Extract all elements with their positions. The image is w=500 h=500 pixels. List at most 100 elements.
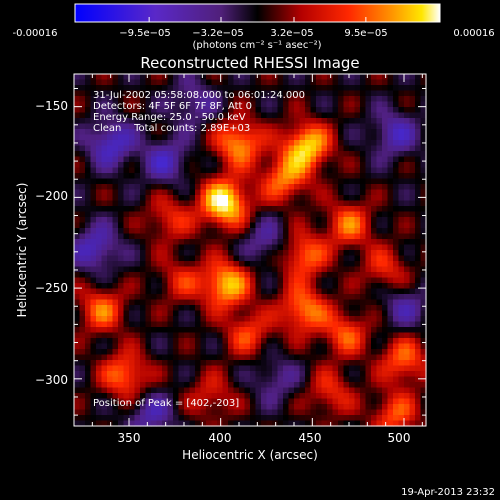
heatmap-cell <box>387 261 394 268</box>
heatmap-cell <box>283 85 290 92</box>
heatmap-cell <box>299 398 306 405</box>
heatmap-cell <box>371 233 378 240</box>
heatmap-cell <box>283 360 290 367</box>
heatmap-cell <box>299 167 306 174</box>
heatmap-cell <box>261 101 268 108</box>
heatmap-cell <box>299 228 306 235</box>
heatmap-cell <box>277 90 284 97</box>
heatmap-cell <box>393 387 400 394</box>
heatmap-cell <box>338 206 345 213</box>
heatmap-cell <box>409 217 416 224</box>
heatmap-cell <box>118 310 125 317</box>
heatmap-cell <box>266 382 273 389</box>
heatmap-cell <box>107 272 114 279</box>
heatmap-cell <box>129 360 136 367</box>
heatmap-cell <box>371 244 378 251</box>
heatmap-cell <box>283 310 290 317</box>
heatmap-cell <box>332 393 339 400</box>
heatmap-cell <box>134 332 141 339</box>
heatmap-cell <box>118 96 125 103</box>
heatmap-cell <box>239 376 246 383</box>
heatmap-cell <box>151 79 158 86</box>
heatmap-cell <box>189 211 196 218</box>
heatmap-cell <box>167 283 174 290</box>
heatmap-cell <box>167 222 174 229</box>
heatmap-cell <box>393 145 400 152</box>
heatmap-cell <box>244 112 251 119</box>
heatmap-cell <box>228 387 235 394</box>
heatmap-cell <box>420 129 427 136</box>
heatmap-cell <box>360 365 367 372</box>
heatmap-cell <box>85 288 92 295</box>
heatmap-cell <box>162 145 169 152</box>
heatmap-cell <box>233 112 240 119</box>
heatmap-cell <box>118 123 125 130</box>
heatmap-cell <box>112 360 119 367</box>
heatmap-cell <box>299 299 306 306</box>
heatmap-cell <box>398 409 405 416</box>
heatmap-cell <box>101 239 108 246</box>
heatmap-cell <box>101 112 108 119</box>
heatmap-cell <box>167 96 174 103</box>
heatmap-cell <box>206 101 213 108</box>
heatmap-cell <box>327 96 334 103</box>
heatmap-cell <box>112 217 119 224</box>
heatmap-cell <box>409 266 416 273</box>
heatmap-cell <box>420 387 427 394</box>
heatmap-cell <box>420 365 427 372</box>
heatmap-cell <box>162 321 169 328</box>
heatmap-cell <box>272 178 279 185</box>
heatmap-cell <box>233 195 240 202</box>
heatmap-cell <box>404 239 411 246</box>
heatmap-cell <box>420 74 427 81</box>
heatmap-cell <box>162 151 169 158</box>
heatmap-cell <box>272 409 279 416</box>
heatmap-cell <box>129 266 136 273</box>
heatmap-cell <box>156 266 163 273</box>
heatmap-cell <box>360 382 367 389</box>
heatmap-cell <box>228 162 235 169</box>
heatmap-cell <box>415 349 422 356</box>
heatmap-cell <box>420 211 427 218</box>
heatmap-cell <box>96 415 103 422</box>
heatmap-cell <box>189 85 196 92</box>
heatmap-cell <box>79 195 86 202</box>
heatmap-cell <box>184 244 191 251</box>
heatmap-cell <box>349 96 356 103</box>
heatmap-cell <box>151 90 158 97</box>
heatmap-cell <box>200 140 207 147</box>
heatmap-cell <box>162 349 169 356</box>
heatmap-cell <box>404 409 411 416</box>
heatmap-cell <box>255 420 262 427</box>
heatmap-cell <box>211 151 218 158</box>
heatmap-cell <box>244 195 251 202</box>
heatmap-cell <box>387 255 394 262</box>
heatmap-cell <box>123 398 130 405</box>
heatmap-cell <box>74 90 81 97</box>
heatmap-cell <box>96 195 103 202</box>
heatmap-cell <box>217 228 224 235</box>
heatmap-cell <box>376 96 383 103</box>
heatmap-cell <box>244 305 251 312</box>
heatmap-cell <box>129 321 136 328</box>
heatmap-cell <box>404 178 411 185</box>
heatmap-cell <box>283 332 290 339</box>
heatmap-cell <box>123 244 130 251</box>
heatmap-cell <box>310 101 317 108</box>
heatmap-cell <box>272 129 279 136</box>
heatmap-cell <box>420 189 427 196</box>
heatmap-cell <box>261 145 268 152</box>
heatmap-cell <box>321 387 328 394</box>
heatmap-cell <box>140 206 147 213</box>
heatmap-cell <box>184 96 191 103</box>
heatmap-cell <box>261 134 268 141</box>
heatmap-cell <box>96 310 103 317</box>
heatmap-cell <box>178 420 185 427</box>
heatmap-cell <box>162 354 169 361</box>
heatmap-cell <box>134 173 141 180</box>
heatmap-cell <box>365 151 372 158</box>
heatmap-cell <box>261 189 268 196</box>
heatmap-cell <box>283 178 290 185</box>
heatmap-cell <box>211 173 218 180</box>
heatmap-cell <box>255 96 262 103</box>
